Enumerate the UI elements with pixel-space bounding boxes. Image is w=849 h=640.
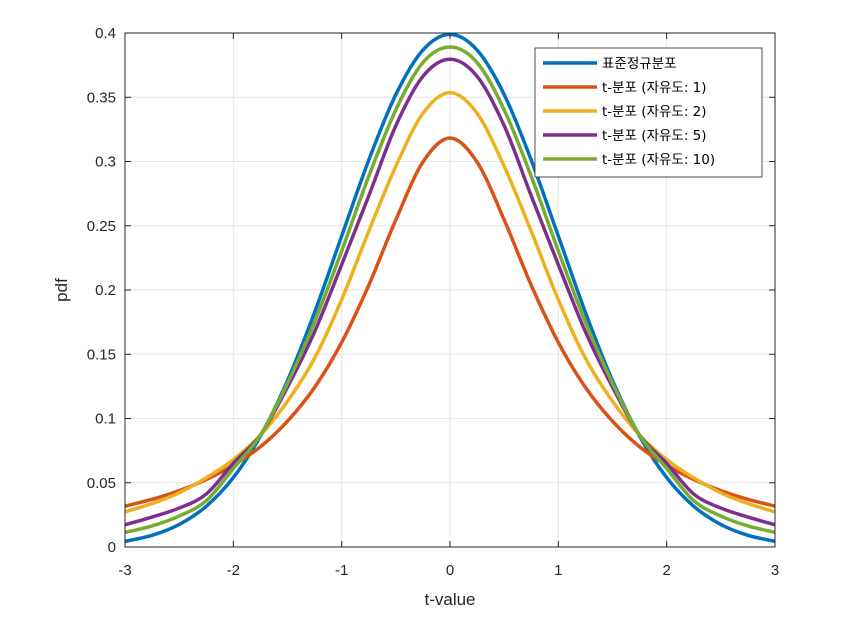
- legend-label-1: 표준정규분포: [602, 56, 677, 72]
- legend-items: 표준정규분포 t-분포 (자유도: 1) t-분포 (자유도: 2) t-분포 (자유…: [543, 56, 715, 168]
- legend: 표준정규분포 t-분포 (자유도: 1) t-분포 (자유도: 2) t-분포 (자유…: [534, 47, 763, 178]
- x-tick-label: -3: [118, 562, 131, 579]
- x-tick-label: 2: [662, 562, 670, 579]
- legend-label-2: t-분포 (자유도: 1): [602, 80, 707, 96]
- y-tick-label: 0.05: [87, 475, 116, 492]
- x-tick-label: 3: [771, 562, 779, 579]
- y-tick-label: 0: [108, 539, 116, 556]
- legend-label-3: t-분포 (자유도: 2): [602, 104, 707, 120]
- series-line-4: [124, 57, 776, 527]
- x-tick-label: -1: [335, 562, 348, 579]
- x-tick-label: -2: [227, 562, 240, 579]
- y-tick-label: 0.25: [87, 218, 116, 235]
- y-tick-label: 0.3: [95, 154, 116, 171]
- y-tick-labels: 0 0.05 0.1 0.15 0.2 0.25 0.3 0.35 0.4: [87, 25, 116, 556]
- x-tick-label: 0: [446, 562, 454, 579]
- y-tick-label: 0.35: [87, 89, 116, 106]
- y-tick-label: 0.2: [95, 282, 116, 299]
- series-lines: [124, 32, 776, 544]
- y-tick-label: 0.1: [95, 411, 116, 428]
- legend-label-4: t-분포 (자유도: 5): [602, 128, 707, 144]
- y-axis-label: pdf: [52, 278, 71, 302]
- x-axis-label: t-value: [424, 590, 475, 609]
- legend-label-5: t-분포 (자유도: 10): [602, 152, 715, 168]
- x-tick-label: 1: [554, 562, 562, 579]
- x-tick-labels: -3 -2 -1 0 1 2 3: [118, 562, 779, 579]
- series-line-3: [124, 90, 776, 514]
- axis-ticks: [124, 32, 776, 548]
- y-tick-label: 0.4: [95, 25, 116, 42]
- y-tick-label: 0.15: [87, 346, 116, 363]
- series-line-5: [124, 45, 776, 535]
